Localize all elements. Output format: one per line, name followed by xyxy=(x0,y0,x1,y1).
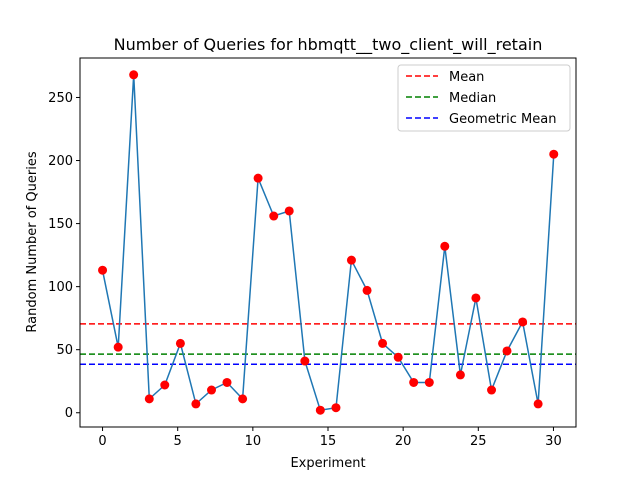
x-tick-label: 20 xyxy=(395,434,412,449)
data-point xyxy=(284,206,294,216)
data-point xyxy=(455,370,465,380)
x-tick-label: 30 xyxy=(545,434,562,449)
series-line xyxy=(101,74,555,412)
data-point xyxy=(191,399,201,409)
y-tick-label: 150 xyxy=(48,217,73,232)
data-point xyxy=(269,211,279,221)
data-point xyxy=(253,173,263,183)
legend: Mean Median Geometric Mean xyxy=(397,64,571,132)
x-tick-label: 25 xyxy=(470,434,487,449)
data-point xyxy=(346,255,356,265)
legend-label-mean: Mean xyxy=(449,70,484,85)
data-point xyxy=(378,338,388,348)
data-point xyxy=(393,352,403,362)
y-tick-label: 200 xyxy=(48,154,73,169)
data-point xyxy=(549,149,559,159)
chart-title: Number of Queries for hbmqtt__two_client… xyxy=(114,35,543,55)
data-point xyxy=(238,394,248,404)
data-point xyxy=(315,405,325,415)
data-point xyxy=(222,377,232,387)
x-tick-label: 15 xyxy=(320,434,337,449)
legend-box xyxy=(397,64,571,132)
data-point xyxy=(160,380,170,390)
data-point xyxy=(113,342,123,352)
data-point xyxy=(175,338,185,348)
data-point xyxy=(300,356,310,366)
legend-label-geometric-mean: Geometric Mean xyxy=(449,112,556,127)
data-point xyxy=(424,377,434,387)
data-point xyxy=(98,265,108,275)
axis-ticks: 0 5 10 15 20 25 30 0 50 100 150 200 250 xyxy=(48,91,562,449)
data-point xyxy=(129,70,139,80)
y-tick-label: 250 xyxy=(48,91,73,106)
data-point xyxy=(440,241,450,251)
plot-area xyxy=(80,70,576,415)
data-point xyxy=(533,399,543,409)
y-tick-label: 50 xyxy=(56,343,73,358)
y-tick-label: 100 xyxy=(48,280,73,295)
x-tick-label: 5 xyxy=(174,434,182,449)
data-point xyxy=(207,385,217,395)
x-tick-label: 10 xyxy=(245,434,262,449)
data-point xyxy=(144,394,154,404)
data-point xyxy=(331,403,341,413)
legend-label-median: Median xyxy=(449,91,496,106)
y-tick-label: 0 xyxy=(65,406,73,421)
x-axis-label: Experiment xyxy=(290,456,365,471)
data-point xyxy=(362,285,372,295)
data-point xyxy=(518,317,528,327)
y-axis-label: Random Number of Queries xyxy=(25,151,40,332)
data-point xyxy=(487,385,497,395)
data-point xyxy=(471,293,481,303)
x-tick-label: 0 xyxy=(98,434,106,449)
data-point xyxy=(409,377,419,387)
data-point xyxy=(502,346,512,356)
